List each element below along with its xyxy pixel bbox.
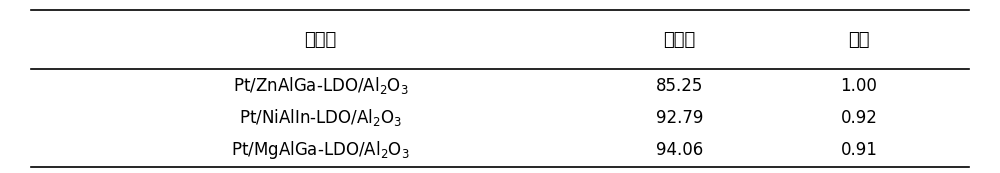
Text: Pt/MgAlGa-LDO/Al$_2$O$_3$: Pt/MgAlGa-LDO/Al$_2$O$_3$ (231, 139, 410, 161)
Text: 1.00: 1.00 (841, 77, 877, 95)
Text: 分散度: 分散度 (663, 31, 696, 49)
Text: 92.79: 92.79 (656, 109, 703, 127)
Text: Pt/NiAlIn-LDO/Al$_2$O$_3$: Pt/NiAlIn-LDO/Al$_2$O$_3$ (239, 107, 402, 129)
Text: 0.91: 0.91 (841, 141, 877, 159)
Text: 0.92: 0.92 (841, 109, 877, 127)
Text: 85.25: 85.25 (656, 77, 703, 95)
Text: 94.06: 94.06 (656, 141, 703, 159)
Text: 粒径: 粒径 (848, 31, 870, 49)
Text: 催化剂: 催化剂 (304, 31, 337, 49)
Text: Pt/ZnAlGa-LDO/Al$_2$O$_3$: Pt/ZnAlGa-LDO/Al$_2$O$_3$ (233, 75, 408, 96)
